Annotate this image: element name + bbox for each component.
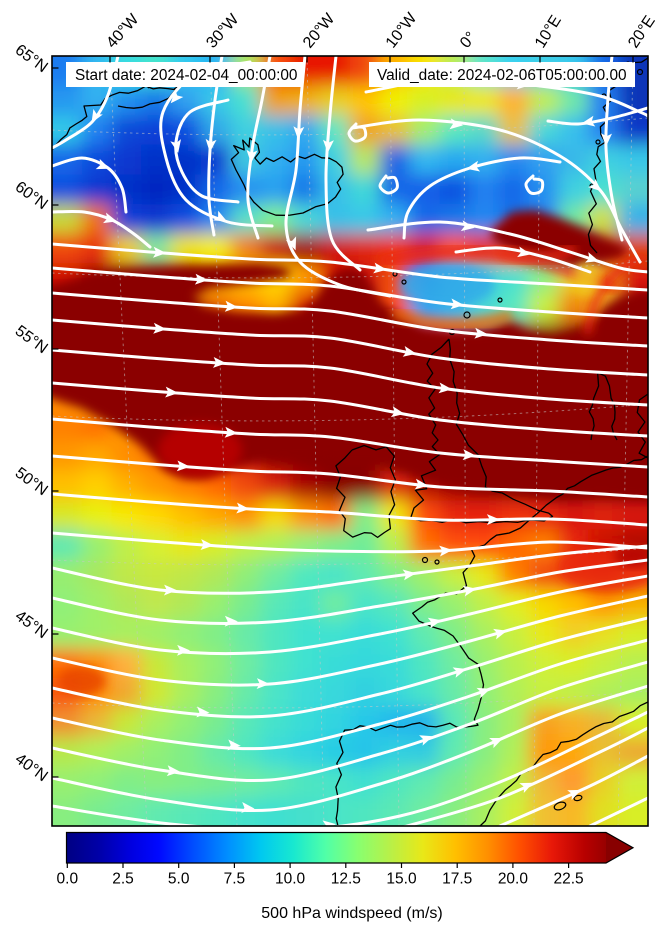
svg-text:500 hPa windspeed (m/s): 500 hPa windspeed (m/s) (261, 905, 442, 922)
svg-text:5.0: 5.0 (168, 871, 190, 888)
svg-text:7.5: 7.5 (224, 871, 246, 888)
svg-text:10.0: 10.0 (275, 871, 306, 888)
svg-text:17.5: 17.5 (442, 871, 472, 888)
svg-text:Valid_date: 2024-02-06T05:00:0: Valid_date: 2024-02-06T05:00:00.00 (377, 67, 627, 84)
svg-text:20.0: 20.0 (498, 871, 529, 888)
svg-text:15.0: 15.0 (386, 871, 417, 888)
svg-text:22.5: 22.5 (554, 871, 584, 888)
svg-text:2.5: 2.5 (112, 871, 134, 888)
svg-text:12.5: 12.5 (331, 871, 361, 888)
svg-text:0.0: 0.0 (57, 871, 79, 888)
svg-text:Start date: 2024-02-04_00:00:0: Start date: 2024-02-04_00:00:00 (75, 67, 297, 84)
